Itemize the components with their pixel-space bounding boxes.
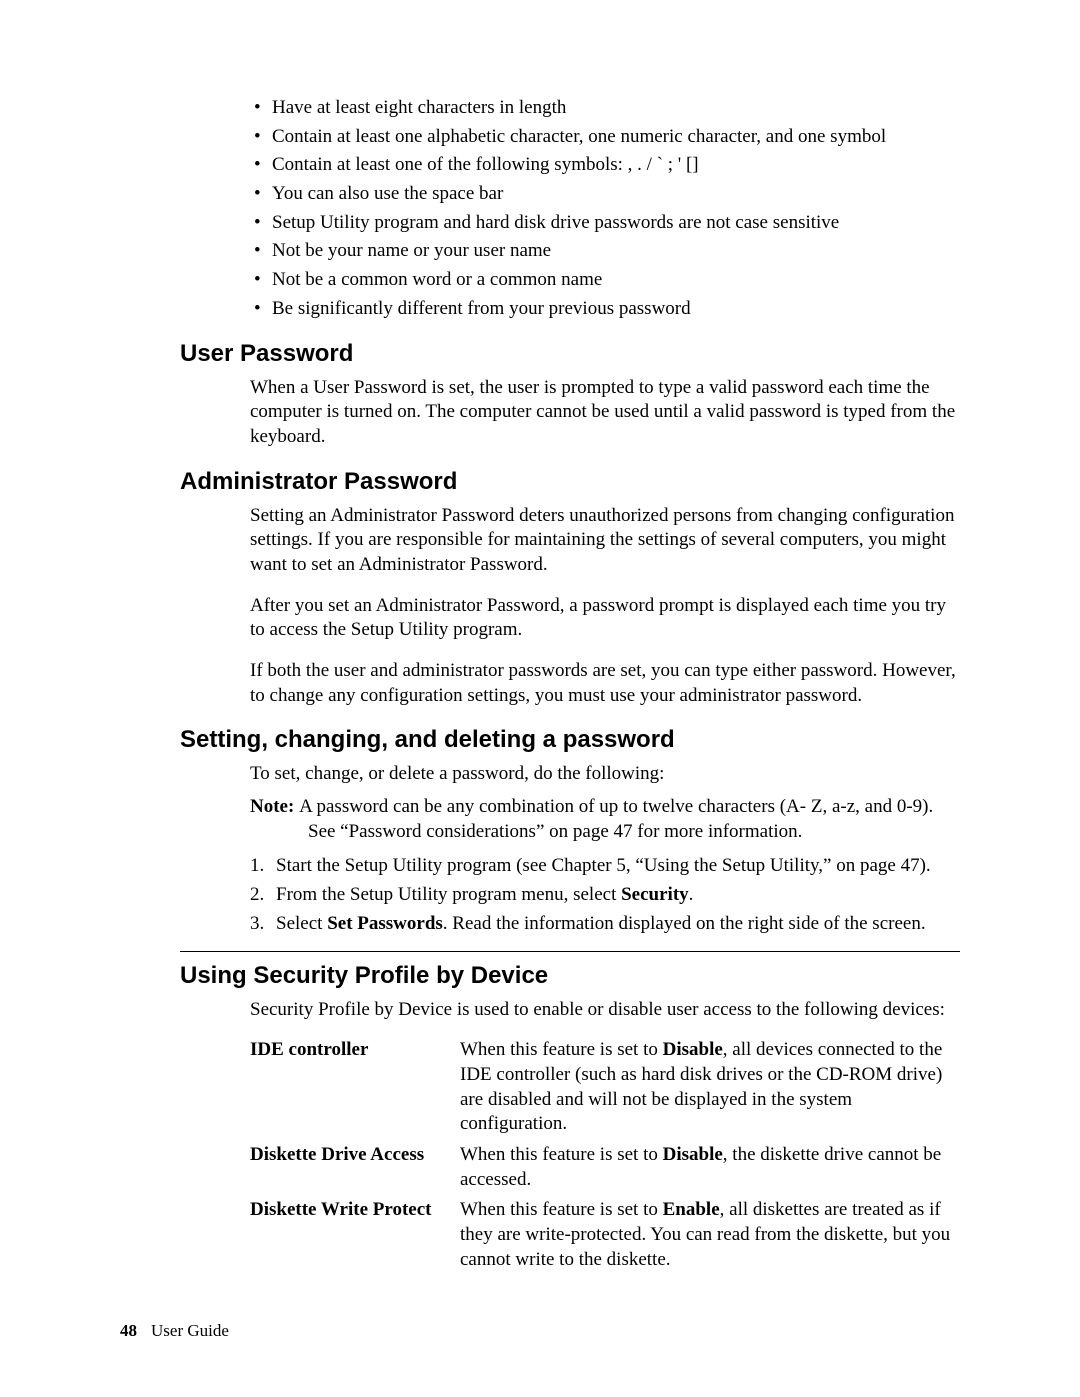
steps-list: Start the Setup Utility program (see Cha… [250,854,960,936]
password-rules-list: Have at least eight characters in length… [250,96,960,322]
heading-admin-password: Administrator Password [180,468,960,496]
def-desc: When this feature is set to Disable, all… [460,1038,960,1137]
def-text: When this feature is set to [460,1199,663,1220]
list-item: Contain at least one of the following sy… [250,153,960,178]
def-term: Diskette Write Protect [250,1198,460,1272]
paragraph: To set, change, or delete a password, do… [250,762,960,787]
setting-changing-body: To set, change, or delete a password, do… [250,762,960,936]
table-row: Diskette Drive Access When this feature … [250,1143,960,1192]
def-bold: Disable [663,1144,723,1165]
def-bold: Enable [663,1199,720,1220]
step-text: Select [276,913,327,934]
doc-title: User Guide [151,1321,229,1340]
list-item: Contain at least one alphabetic characte… [250,125,960,150]
list-item: Have at least eight characters in length [250,96,960,121]
step-text: Start the Setup Utility program (see Cha… [276,855,931,876]
paragraph: When a User Password is set, the user is… [250,376,960,450]
table-row: Diskette Write Protect When this feature… [250,1198,960,1272]
table-row: IDE controller When this feature is set … [250,1038,960,1137]
heading-security-profile: Using Security Profile by Device [180,962,960,990]
list-item: From the Setup Utility program menu, sel… [250,883,960,908]
step-bold: Security [621,884,689,905]
def-term: Diskette Drive Access [250,1143,460,1192]
def-text: When this feature is set to [460,1144,663,1165]
security-profile-body: Security Profile by Device is used to en… [250,998,960,1273]
list-item: Start the Setup Utility program (see Cha… [250,854,960,879]
def-text: When this feature is set to [460,1039,663,1060]
paragraph: If both the user and administrator passw… [250,659,960,708]
list-item: Not be a common word or a common name [250,268,960,293]
heading-setting-changing: Setting, changing, and deleting a passwo… [180,726,960,754]
def-term: IDE controller [250,1038,460,1137]
step-text: . [689,884,694,905]
step-text: From the Setup Utility program menu, sel… [276,884,621,905]
paragraph: After you set an Administrator Password,… [250,594,960,643]
step-bold: Set Passwords [327,913,443,934]
list-item: Select Set Passwords. Read the informati… [250,912,960,937]
note-block: Note: A password can be any combination … [250,795,960,844]
admin-password-body: Setting an Administrator Password deters… [250,504,960,709]
list-item: Be significantly different from your pre… [250,297,960,322]
note-label: Note: [250,796,294,817]
step-text: . Read the information displayed on the … [443,913,926,934]
def-desc: When this feature is set to Enable, all … [460,1198,960,1272]
section-divider [180,951,960,952]
heading-user-password: User Password [180,340,960,368]
password-rules-block: Have at least eight characters in length… [250,96,960,322]
user-password-body: When a User Password is set, the user is… [250,376,960,450]
page: Have at least eight characters in length… [0,0,1080,1397]
paragraph: Security Profile by Device is used to en… [250,998,960,1023]
def-bold: Disable [663,1039,723,1060]
note-body: A password can be any combination of up … [299,796,933,842]
list-item: You can also use the space bar [250,182,960,207]
content-area: Have at least eight characters in length… [180,96,960,1272]
list-item: Not be your name or your user name [250,239,960,264]
paragraph: Setting an Administrator Password deters… [250,504,960,578]
definitions-table: IDE controller When this feature is set … [250,1038,960,1272]
def-desc: When this feature is set to Disable, the… [460,1143,960,1192]
page-number: 48 [120,1321,137,1340]
list-item: Setup Utility program and hard disk driv… [250,211,960,236]
page-footer: 48 User Guide [120,1321,229,1341]
